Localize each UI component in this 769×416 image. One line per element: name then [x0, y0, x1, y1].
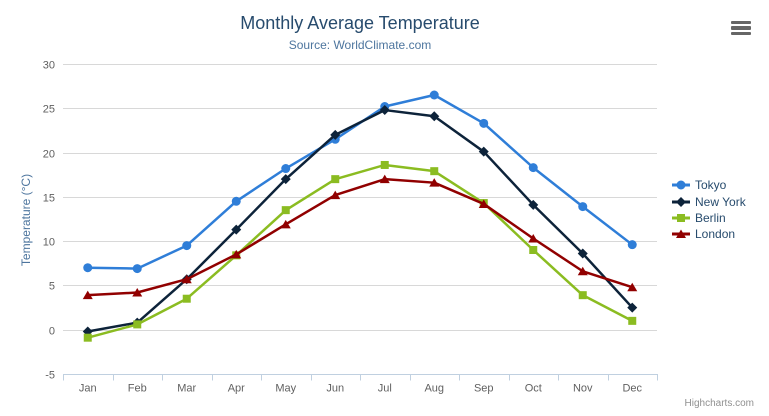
data-point-berlin[interactable] — [430, 167, 439, 176]
data-point-berlin[interactable] — [83, 333, 92, 342]
data-point-london[interactable] — [379, 174, 390, 184]
x-axis-label: Jan — [79, 383, 97, 395]
legend-item-london[interactable]: London — [672, 226, 746, 242]
y-axis-label: 20 — [43, 149, 55, 161]
series-tokyo-line[interactable] — [86, 93, 634, 270]
legend-item-new-york[interactable]: New York — [672, 193, 746, 209]
data-point-new-york[interactable] — [280, 174, 291, 185]
data-point-new-york[interactable] — [379, 105, 390, 116]
legend-label: Tokyo — [695, 178, 727, 193]
legend-marker-circle-icon — [672, 180, 690, 190]
data-point-new-york[interactable] — [478, 146, 489, 157]
x-axis-label: May — [275, 383, 296, 395]
data-point-tokyo[interactable] — [578, 202, 588, 212]
data-point-new-york[interactable] — [627, 302, 638, 313]
data-point-berlin[interactable] — [281, 206, 290, 215]
series-london-line[interactable] — [86, 177, 634, 297]
data-point-new-york[interactable] — [577, 248, 588, 259]
y-axis-label: 10 — [43, 237, 55, 249]
data-point-new-york[interactable] — [528, 199, 539, 210]
legend-label: New York — [695, 194, 746, 209]
legend: Tokyo New York Berlin London — [672, 177, 746, 243]
data-point-london[interactable] — [627, 282, 638, 292]
x-axis-label: Jul — [378, 383, 392, 395]
legend-marker-diamond-icon — [672, 196, 690, 207]
chart-title: Monthly Average Temperature — [240, 13, 480, 33]
data-point-tokyo[interactable] — [182, 241, 192, 251]
data-point-london[interactable] — [231, 249, 242, 259]
data-point-berlin[interactable] — [133, 320, 142, 329]
legend-symbol — [676, 196, 686, 207]
legend-label: Berlin — [695, 210, 726, 225]
series-tokyo[interactable] — [83, 90, 637, 274]
y-axis-label: 25 — [43, 104, 55, 116]
data-point-tokyo[interactable] — [83, 263, 93, 273]
hamburger-icon — [731, 31, 751, 36]
x-axis-label: Sep — [474, 383, 494, 395]
y-axis-title: Temperature (°C) — [19, 173, 33, 267]
y-axis-label: -5 — [45, 370, 55, 382]
x-axis-label: Apr — [228, 383, 245, 395]
y-axis-label: 30 — [43, 60, 55, 72]
legend-marker-square-icon — [672, 213, 690, 222]
legend-symbol — [677, 213, 685, 222]
series-new-york-line[interactable] — [86, 108, 634, 333]
hamburger-icon — [731, 20, 751, 25]
data-point-london[interactable] — [429, 178, 440, 187]
export-menu-button[interactable] — [727, 15, 755, 41]
data-point-tokyo[interactable] — [132, 264, 142, 274]
legend-symbol — [676, 180, 686, 190]
data-point-tokyo[interactable] — [528, 163, 538, 173]
x-axis-label: Aug — [424, 383, 444, 395]
data-point-berlin[interactable] — [529, 246, 538, 254]
data-point-berlin[interactable] — [628, 316, 637, 325]
y-axis-label: 0 — [49, 326, 55, 338]
legend-marker-triangle-icon — [672, 229, 690, 239]
x-axis-label: Jun — [326, 383, 344, 395]
hamburger-icon — [731, 26, 751, 30]
data-point-tokyo[interactable] — [231, 196, 241, 206]
x-axis-label: Feb — [128, 383, 147, 395]
legend-label: London — [695, 227, 736, 242]
series-london[interactable] — [82, 174, 638, 300]
highcharts-credit[interactable]: Highcharts.com — [684, 398, 754, 409]
x-axis-label: Oct — [525, 383, 542, 395]
data-point-london[interactable] — [528, 233, 539, 243]
legend-symbol — [676, 229, 686, 239]
y-axis-label: 5 — [49, 281, 55, 293]
data-point-new-york[interactable] — [429, 111, 440, 122]
legend-item-berlin[interactable]: Berlin — [672, 210, 746, 226]
data-point-london[interactable] — [280, 219, 291, 229]
data-point-tokyo[interactable] — [627, 240, 637, 250]
data-point-london[interactable] — [330, 190, 341, 200]
data-point-tokyo[interactable] — [281, 164, 291, 174]
data-point-berlin[interactable] — [182, 294, 191, 303]
x-axis-label: Dec — [622, 383, 642, 395]
chart-subtitle: Source: WorldClimate.com — [288, 38, 432, 52]
x-axis-label: Mar — [177, 383, 196, 395]
data-point-london[interactable] — [82, 290, 93, 300]
data-point-tokyo[interactable] — [429, 90, 439, 100]
data-point-new-york[interactable] — [330, 129, 341, 140]
data-point-berlin[interactable] — [578, 291, 587, 300]
x-axis-label: Nov — [573, 383, 593, 395]
data-point-tokyo[interactable] — [479, 118, 489, 128]
series-berlin-line[interactable] — [86, 163, 634, 339]
data-point-london[interactable] — [181, 274, 192, 284]
data-point-london[interactable] — [478, 199, 489, 208]
legend-item-tokyo[interactable]: Tokyo — [672, 177, 746, 193]
data-point-new-york[interactable] — [231, 224, 242, 235]
data-point-london[interactable] — [132, 288, 143, 297]
y-axis-label: 15 — [43, 193, 55, 205]
data-point-berlin[interactable] — [380, 160, 389, 169]
data-point-berlin[interactable] — [331, 175, 340, 184]
data-point-london[interactable] — [577, 266, 588, 276]
series-new-york[interactable] — [82, 105, 638, 337]
